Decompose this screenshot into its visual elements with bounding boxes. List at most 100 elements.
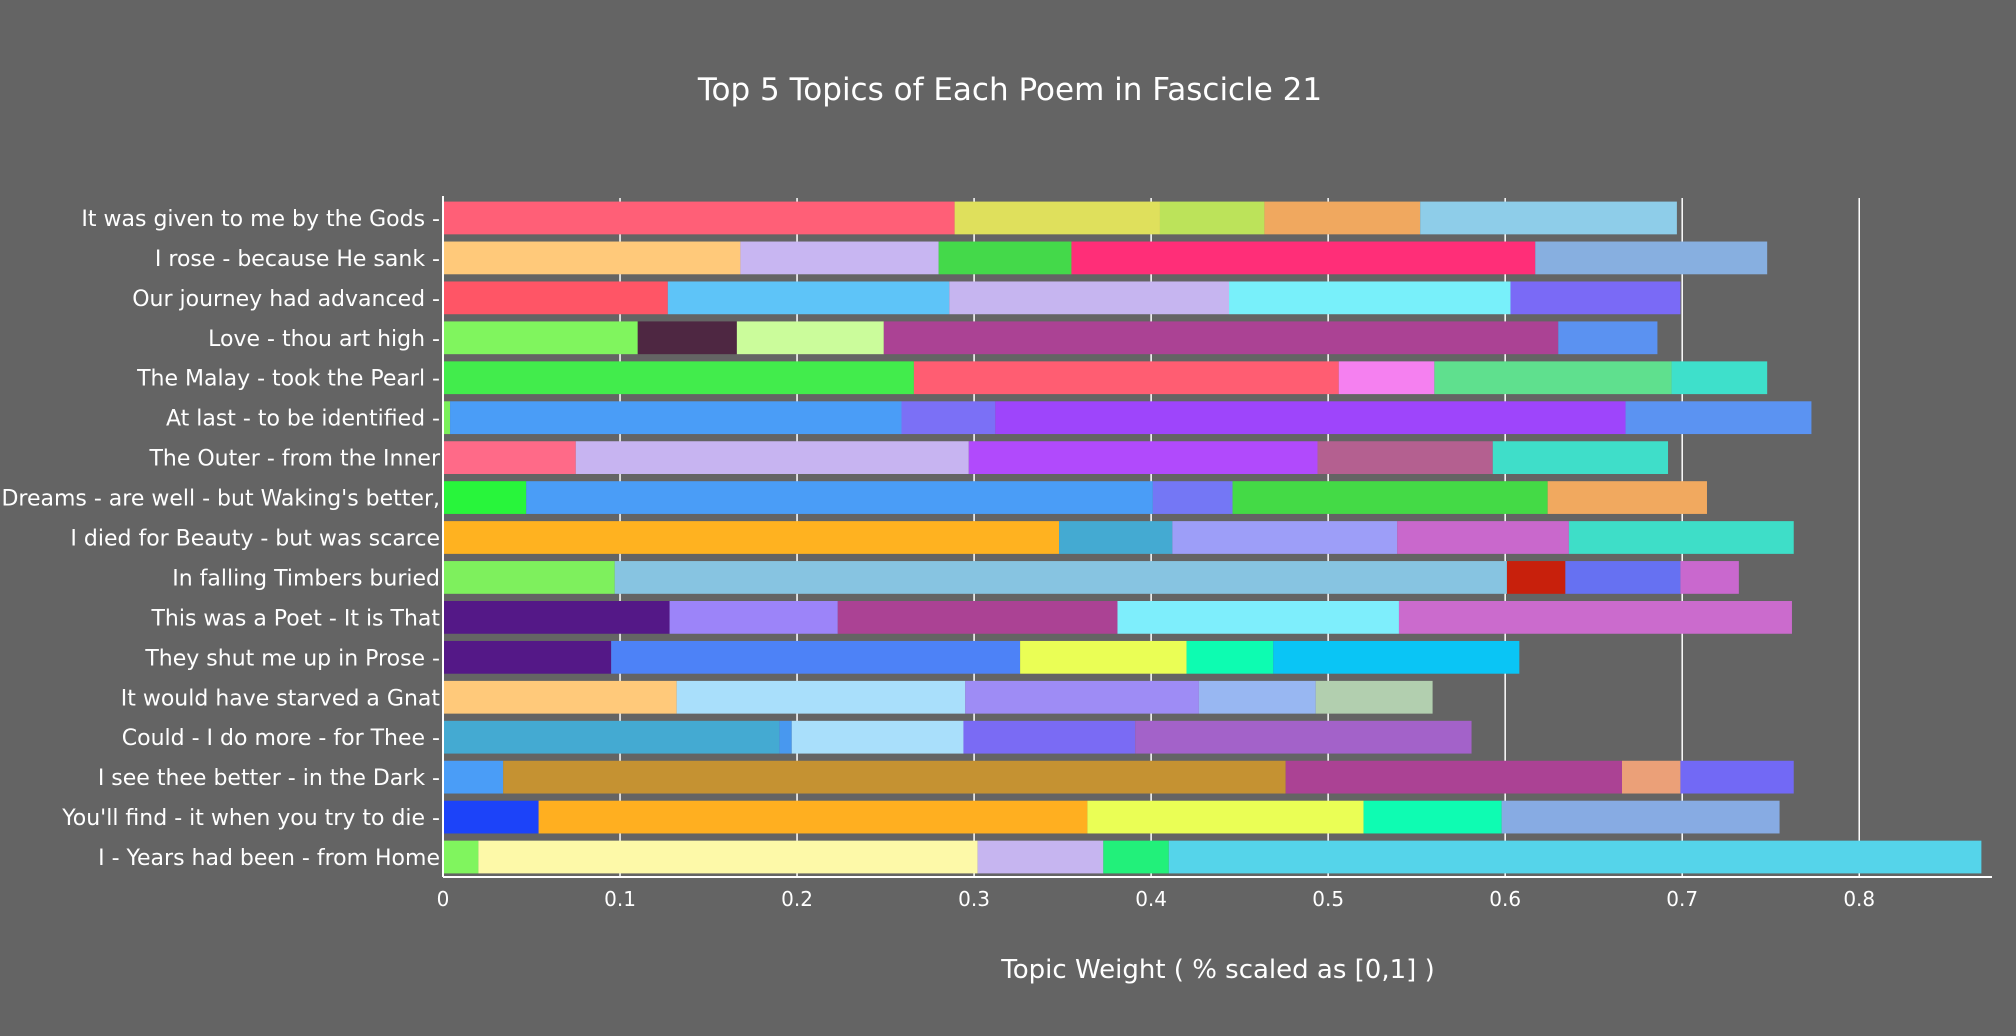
bar-segment — [443, 680, 677, 714]
bar-segment — [1020, 640, 1187, 674]
category-label: It was given to me by the Gods - — [81, 207, 440, 232]
x-tick-labels: 0 0.1 0.2 0.3 0.4 0.5 0.6 0.7 0.8 — [437, 887, 1876, 911]
bar-segment — [1568, 521, 1794, 554]
bar-segment — [968, 441, 1318, 474]
bar-segment — [1229, 281, 1511, 315]
bar-segment — [1103, 840, 1169, 874]
bar-segment — [1152, 481, 1233, 514]
bar-segment — [965, 680, 1199, 714]
bar-segment — [443, 720, 780, 754]
bar-segment — [1363, 800, 1502, 834]
bar-segment — [443, 800, 539, 834]
bar-segment — [791, 720, 964, 754]
bar-segment — [443, 760, 504, 794]
bar-segment — [1420, 201, 1677, 235]
bar-segment — [1087, 800, 1364, 834]
bar-segment — [1338, 361, 1435, 395]
bar-segment — [1506, 561, 1566, 594]
bar-segment — [1680, 760, 1794, 794]
bar-segment — [1625, 401, 1812, 435]
category-label: They shut me up in Prose - — [144, 646, 440, 671]
category-label: I died for Beauty - but was scarce — [70, 527, 440, 552]
bars — [443, 201, 1982, 874]
bar-segment — [977, 840, 1104, 874]
bar-segment — [1071, 241, 1536, 275]
chart-title: Top 5 Topics of Each Poem in Fascicle 21 — [697, 72, 1322, 108]
bar-segment — [443, 441, 576, 474]
bar-segment — [1398, 601, 1792, 634]
bar-segment — [1059, 521, 1173, 554]
x-tick-label: 0.7 — [1666, 887, 1698, 911]
bar-segment — [443, 481, 527, 514]
bar-segment — [614, 561, 1507, 594]
bar-segment — [443, 640, 612, 674]
category-label: I rose - because He sank - — [155, 247, 440, 272]
x-axis-title: Topic Weight ( % scaled as [0,1] ) — [1000, 955, 1434, 985]
x-tick-label: 0.6 — [1489, 887, 1521, 911]
bar-segment — [443, 241, 741, 275]
bar-segment — [1117, 601, 1399, 634]
bar-segment — [963, 720, 1136, 754]
bar-segment — [1680, 561, 1739, 594]
bar-segment — [1285, 760, 1623, 794]
category-label: You'll find - it when you try to die - — [61, 806, 440, 831]
category-label: The Malay - took the Pearl - — [136, 367, 440, 392]
bar-segment — [676, 680, 966, 714]
bar-segment — [938, 241, 1072, 275]
category-label: Could - I do more - for Thee - — [122, 726, 440, 751]
bar-segment — [1510, 281, 1681, 315]
bar-segment — [443, 561, 615, 594]
bar-segment — [443, 281, 668, 315]
category-label: In falling Timbers buried — [172, 566, 440, 591]
bar-segment — [1198, 680, 1316, 714]
bar-segment — [995, 401, 1626, 435]
bar-segment — [443, 601, 670, 634]
category-label: It would have starved a Gnat — [121, 686, 441, 711]
bar-segment — [1186, 640, 1274, 674]
bar-segment — [538, 800, 1088, 834]
bar-segment — [736, 321, 884, 355]
bar-segment — [1622, 760, 1681, 794]
bar-segment — [883, 321, 1559, 355]
category-label: I - Years had been - from Home — [98, 846, 440, 871]
bar-segment — [443, 201, 955, 235]
bar-segment — [1501, 800, 1780, 834]
bar-segment — [478, 840, 978, 874]
bar-segment — [1434, 361, 1672, 395]
category-label: I see thee better - in the Dark - — [98, 766, 440, 791]
category-label: Love - thou art high - — [208, 327, 440, 352]
bar-segment — [450, 401, 902, 435]
bar-segment — [837, 601, 1118, 634]
bar-segment — [1535, 241, 1768, 275]
bar-segment — [1264, 201, 1421, 235]
bar-segment — [1315, 680, 1433, 714]
category-labels: It was given to me by the Gods - I rose -… — [1, 207, 440, 871]
bar-segment — [503, 760, 1286, 794]
bar-segment — [526, 481, 1153, 514]
bar-segment — [913, 361, 1339, 395]
bar-segment — [779, 720, 792, 754]
bar-segment — [1558, 321, 1658, 355]
bar-segment — [1168, 840, 1982, 874]
bar-segment — [1397, 521, 1569, 554]
bar-segment — [1317, 441, 1493, 474]
bar-segment — [949, 281, 1230, 315]
bar-segment — [1172, 521, 1398, 554]
x-tick-label: 0.5 — [1312, 887, 1344, 911]
x-tick-label: 0.4 — [1135, 887, 1167, 911]
bar-segment — [1232, 481, 1548, 514]
bar-segment — [637, 321, 737, 355]
x-tick-label: 0.3 — [958, 887, 990, 911]
axes — [442, 196, 1992, 878]
bar-segment — [1492, 441, 1669, 474]
category-label: At last - to be identified - — [166, 407, 440, 432]
x-tick-label: 0.8 — [1843, 887, 1875, 911]
category-label: Dreams - are well - but Waking's better, — [1, 487, 440, 512]
x-tick-label: 0 — [437, 887, 450, 911]
category-label: Our journey had advanced - — [132, 287, 440, 312]
category-label: This was a Poet - It is That — [150, 606, 440, 631]
bar-segment — [740, 241, 939, 275]
bar-segment — [667, 281, 950, 315]
bar-segment — [1565, 561, 1681, 594]
bar-segment — [443, 401, 451, 435]
